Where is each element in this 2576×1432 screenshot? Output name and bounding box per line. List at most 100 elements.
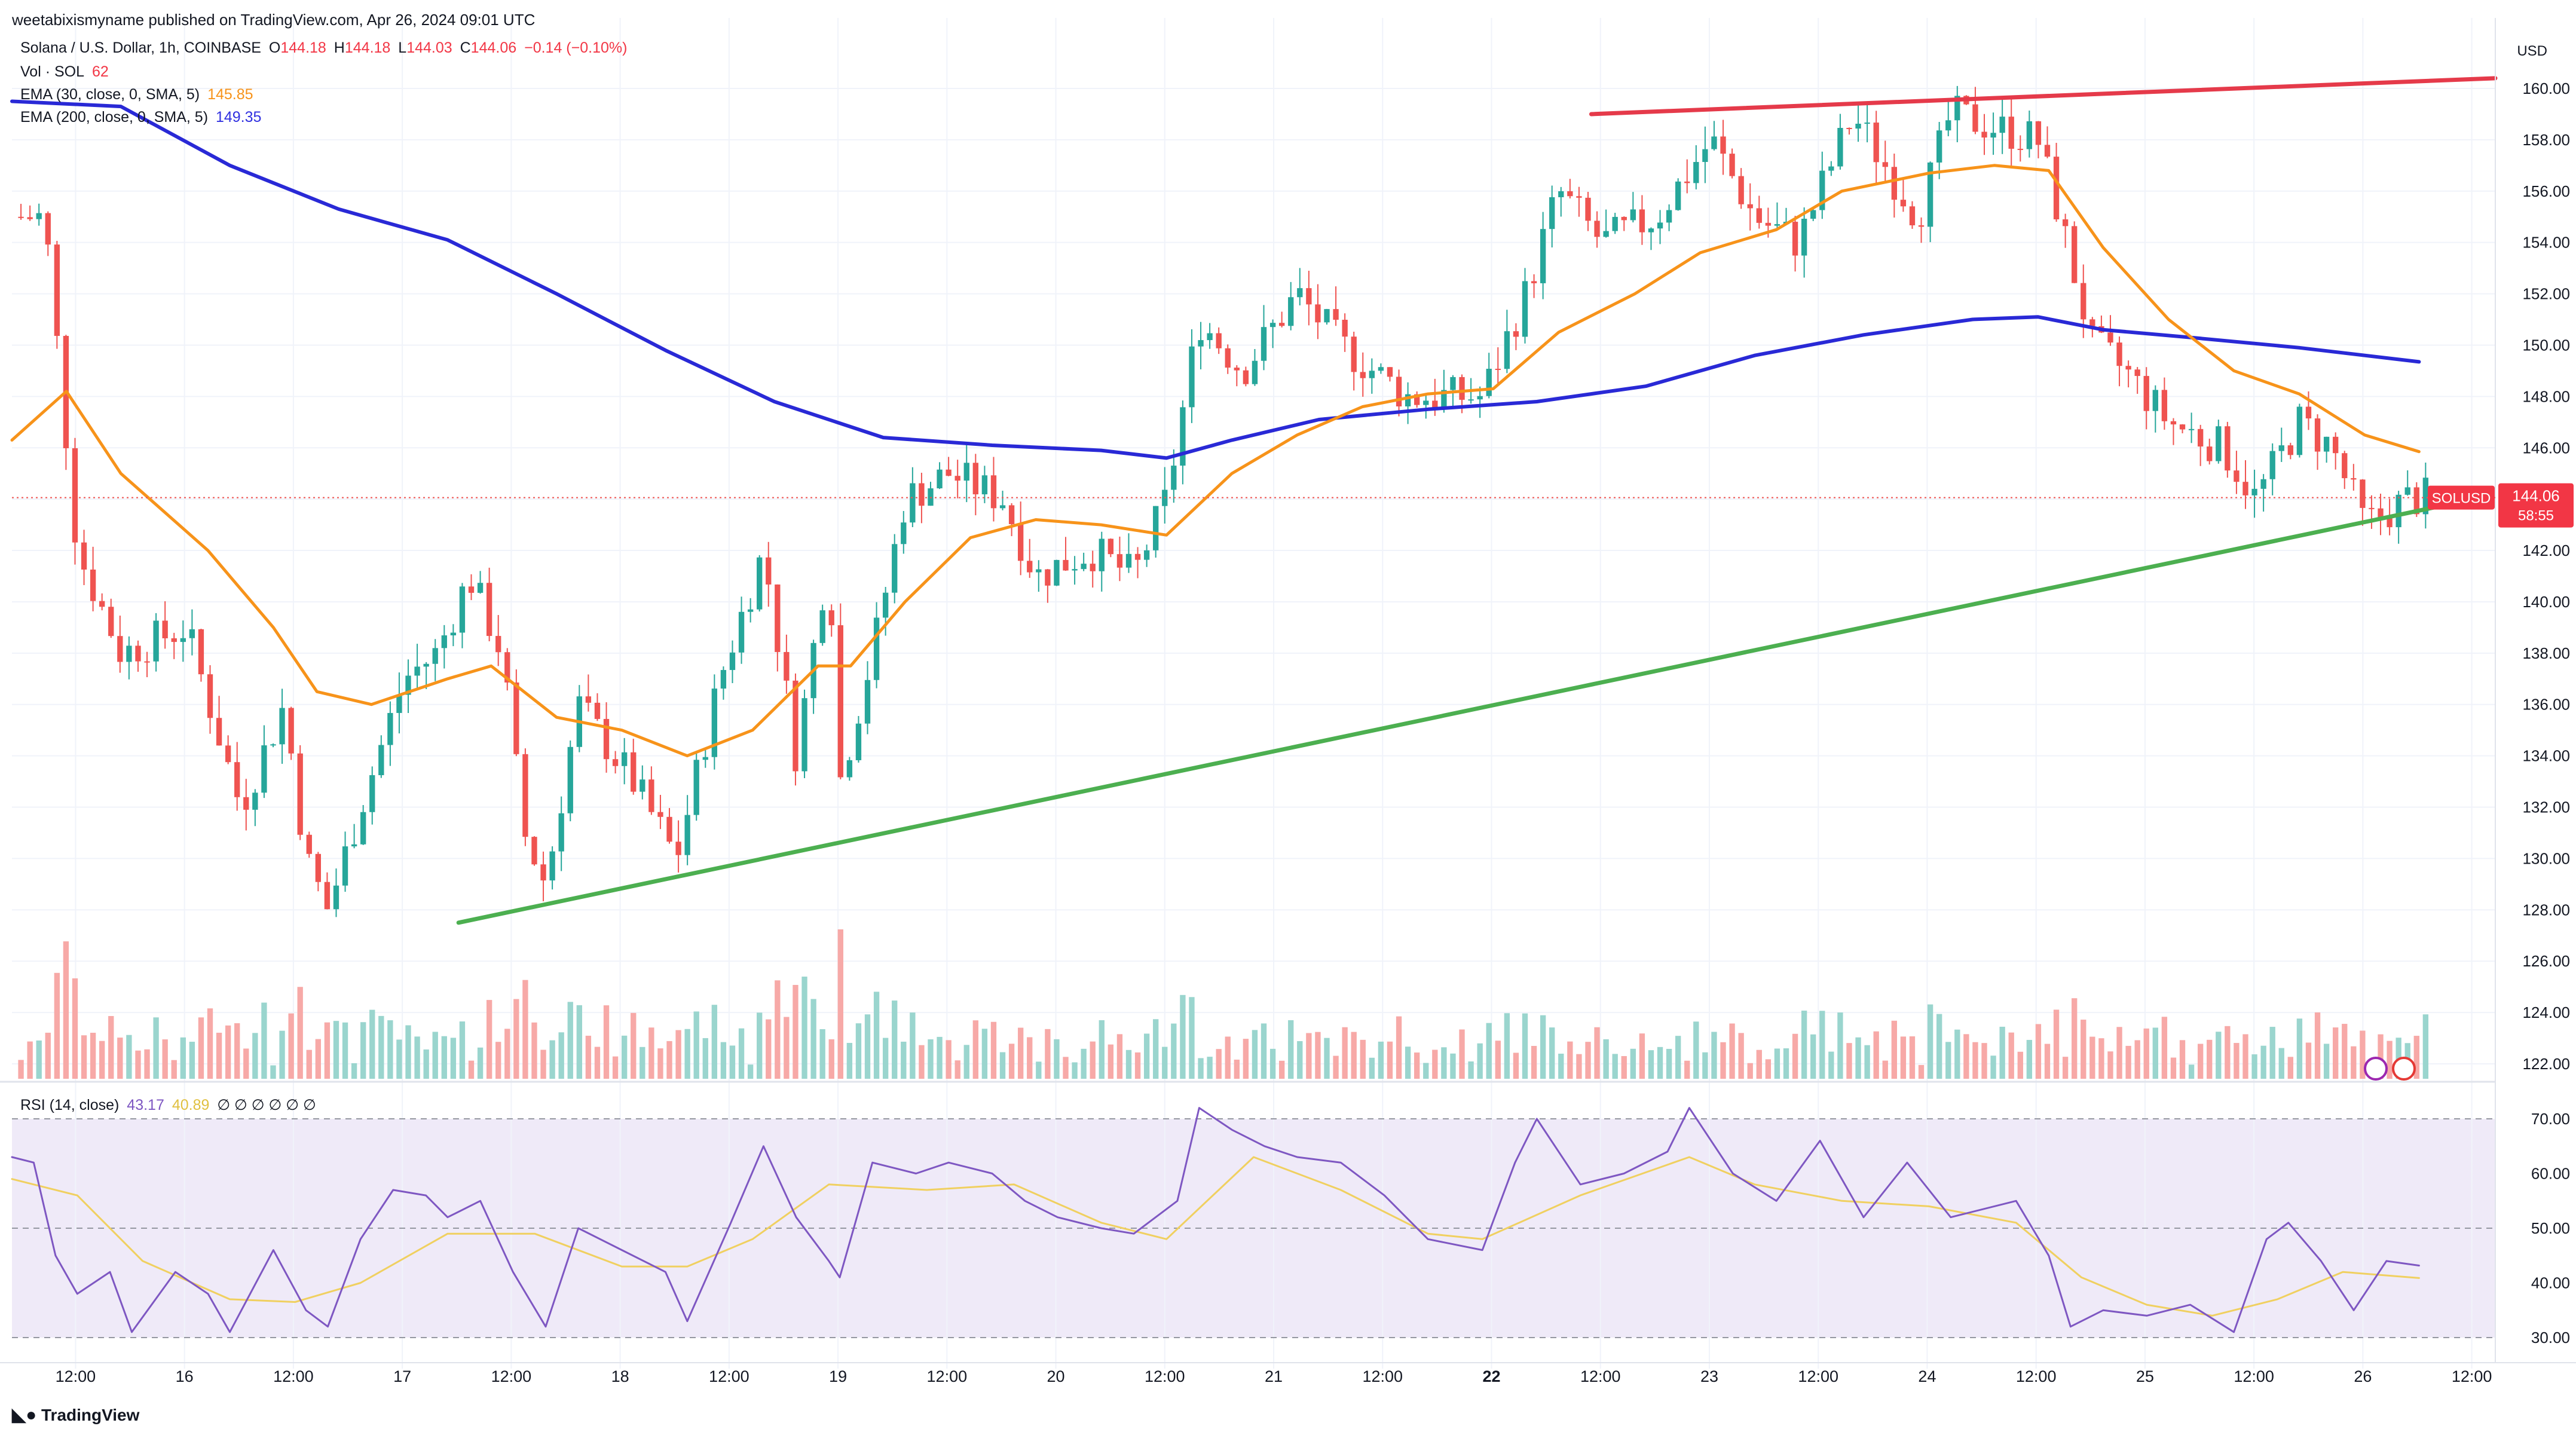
- candle-body[interactable]: [288, 708, 294, 754]
- candle-body[interactable]: [981, 475, 988, 495]
- candle-body[interactable]: [1585, 197, 1591, 221]
- candle-body[interactable]: [180, 638, 186, 642]
- candle-body[interactable]: [1171, 466, 1177, 490]
- candle-body[interactable]: [837, 625, 843, 778]
- candle-body[interactable]: [1378, 367, 1384, 371]
- candle-body[interactable]: [666, 816, 672, 842]
- candle-body[interactable]: [747, 609, 754, 612]
- candle-body[interactable]: [459, 586, 466, 633]
- candle-body[interactable]: [2026, 121, 2033, 149]
- candle-body[interactable]: [657, 812, 663, 817]
- resistance-trendline[interactable]: [1589, 76, 2498, 117]
- currency-label[interactable]: USD: [2517, 43, 2547, 59]
- candle-body[interactable]: [342, 846, 348, 886]
- candle-body[interactable]: [567, 746, 573, 813]
- candle-body[interactable]: [1261, 327, 1267, 361]
- legend-rsi-row[interactable]: RSI (14, close) 43.17 40.89 ∅ ∅ ∅ ∅ ∅ ∅: [20, 1096, 320, 1114]
- candle-body[interactable]: [45, 213, 51, 245]
- candle-body[interactable]: [901, 522, 907, 544]
- candle-body[interactable]: [243, 797, 249, 810]
- candle-body[interactable]: [621, 752, 628, 766]
- candle-body[interactable]: [1702, 149, 1708, 163]
- candle-body[interactable]: [2161, 390, 2168, 421]
- candle-body[interactable]: [1999, 117, 2005, 133]
- candle-body[interactable]: [1927, 162, 1933, 227]
- candle-body[interactable]: [1918, 225, 1925, 227]
- candle-body[interactable]: [603, 718, 610, 760]
- candle-body[interactable]: [855, 723, 862, 761]
- candle-body[interactable]: [1351, 336, 1357, 372]
- candle-body[interactable]: [2207, 446, 2213, 461]
- candle-body[interactable]: [2314, 418, 2321, 452]
- candle-body[interactable]: [504, 652, 510, 683]
- legend-symbol[interactable]: Solana / U.S. Dollar, 1h, COINBASE: [20, 39, 261, 56]
- candle-body[interactable]: [675, 842, 681, 855]
- candle-body[interactable]: [1639, 209, 1645, 232]
- candle-body[interactable]: [1143, 550, 1150, 560]
- candle-body[interactable]: [1432, 400, 1438, 408]
- candle-body[interactable]: [1864, 123, 1870, 124]
- candle-body[interactable]: [1810, 210, 1816, 219]
- candle-body[interactable]: [1134, 553, 1141, 560]
- candle-body[interactable]: [1738, 176, 1744, 204]
- candle-body[interactable]: [27, 217, 33, 219]
- candle-body[interactable]: [1900, 200, 1907, 207]
- candle-body[interactable]: [1774, 224, 1780, 226]
- candle-body[interactable]: [2305, 406, 2312, 419]
- candle-body[interactable]: [99, 601, 105, 607]
- candle-body[interactable]: [2234, 470, 2240, 482]
- candle-body[interactable]: [2216, 426, 2222, 461]
- candle-body[interactable]: [126, 645, 132, 662]
- candle-body[interactable]: [540, 864, 546, 881]
- candle-body[interactable]: [54, 244, 60, 336]
- candle-body[interactable]: [1153, 506, 1159, 550]
- candle-body[interactable]: [1441, 390, 1447, 408]
- candle-body[interactable]: [171, 638, 177, 642]
- candle-body[interactable]: [882, 592, 889, 618]
- candle-body[interactable]: [2044, 145, 2051, 157]
- candle-body[interactable]: [1423, 400, 1429, 405]
- candle-body[interactable]: [784, 651, 790, 681]
- candle-body[interactable]: [522, 754, 528, 837]
- candle-body[interactable]: [387, 712, 393, 745]
- candle-body[interactable]: [819, 610, 825, 643]
- candle-body[interactable]: [1116, 554, 1123, 568]
- candle-body[interactable]: [1360, 372, 1366, 378]
- legend-ema200-row[interactable]: EMA (200, close, 0, SMA, 5) 149.35: [20, 109, 265, 126]
- candle-body[interactable]: [486, 583, 492, 637]
- candle-body[interactable]: [189, 629, 195, 638]
- candle-body[interactable]: [711, 689, 718, 757]
- candle-body[interactable]: [1125, 553, 1132, 568]
- candle-body[interactable]: [846, 760, 853, 778]
- candle-body[interactable]: [1486, 369, 1492, 396]
- candle-body[interactable]: [1657, 222, 1663, 229]
- candle-body[interactable]: [2053, 157, 2060, 219]
- candle-body[interactable]: [766, 557, 772, 585]
- candle-body[interactable]: [36, 213, 42, 219]
- candle-body[interactable]: [2072, 226, 2078, 283]
- candle-body[interactable]: [1729, 154, 1735, 176]
- candle-body[interactable]: [360, 812, 366, 844]
- candle-body[interactable]: [1387, 367, 1393, 377]
- candle-body[interactable]: [1711, 136, 1717, 149]
- candle-body[interactable]: [631, 752, 637, 792]
- candle-body[interactable]: [333, 885, 339, 910]
- candle-body[interactable]: [1459, 377, 1465, 400]
- candle-body[interactable]: [306, 834, 312, 854]
- candle-body[interactable]: [919, 483, 925, 506]
- candle-body[interactable]: [2296, 406, 2303, 455]
- candle-body[interactable]: [2360, 479, 2366, 508]
- candle-body[interactable]: [144, 661, 150, 663]
- candle-body[interactable]: [225, 745, 231, 763]
- candle-body[interactable]: [1450, 377, 1456, 390]
- candle-body[interactable]: [693, 760, 699, 815]
- candle-body[interactable]: [729, 652, 736, 671]
- candle-body[interactable]: [405, 675, 411, 695]
- candle-body[interactable]: [1549, 197, 1555, 230]
- candle-body[interactable]: [954, 476, 960, 481]
- candle-body[interactable]: [1990, 133, 1996, 138]
- candle-body[interactable]: [495, 636, 501, 653]
- candle-body[interactable]: [2089, 319, 2095, 326]
- candle-body[interactable]: [1189, 346, 1195, 408]
